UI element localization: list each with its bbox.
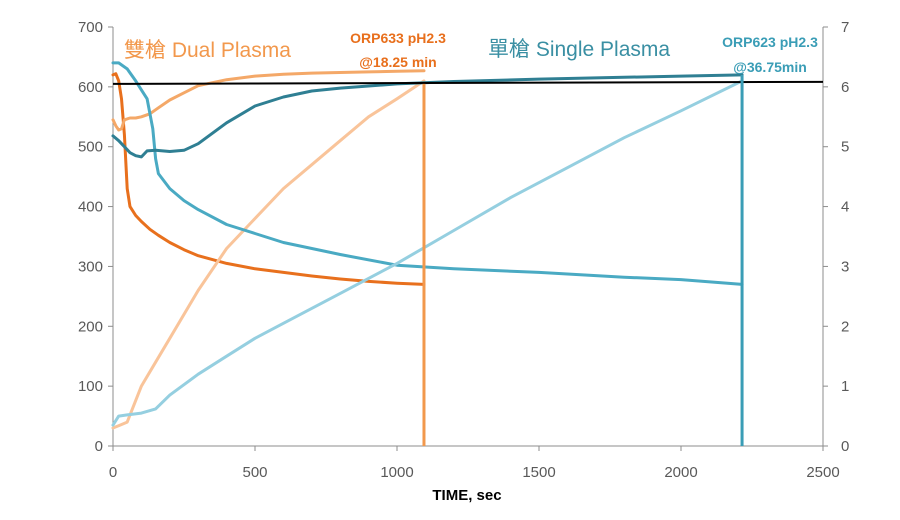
- right-y-tick-label: 4: [841, 199, 849, 216]
- x-tick-label: 1500: [522, 464, 555, 481]
- x-tick-label: 2500: [806, 464, 839, 481]
- dual-orp-line1: ORP633 pH2.3: [350, 30, 446, 46]
- x-axis-title: TIME, sec: [432, 487, 501, 504]
- dual-plasma-title: 雙槍 Dual Plasma: [124, 39, 291, 62]
- right-y-tick-label: 1: [841, 378, 849, 395]
- dual-orp-line2: @18.25 min: [359, 54, 436, 70]
- right-y-tick-label: 6: [841, 79, 849, 96]
- left-y-tick-label: 0: [95, 438, 103, 455]
- left-y-tick-label: 100: [78, 378, 103, 395]
- right-y-tick-label: 5: [841, 139, 849, 156]
- x-tick-label: 2000: [664, 464, 697, 481]
- left-y-tick-label: 600: [78, 79, 103, 96]
- series-line-4: [111, 61, 744, 286]
- series-line-6: [111, 79, 744, 427]
- left-y-tick-label: 700: [78, 19, 103, 36]
- right-y-tick-label: 3: [841, 258, 849, 275]
- single-orp-line1: ORP623 pH2.3: [722, 34, 818, 50]
- series-line-3: [111, 79, 426, 430]
- series-line-5: [111, 73, 744, 159]
- left-y-tick-label: 300: [78, 258, 103, 275]
- right-y-tick-label: 7: [841, 19, 849, 36]
- left-y-tick-label: 500: [78, 139, 103, 156]
- right-y-tick-label: 2: [841, 318, 849, 335]
- reference-horizontal-line: [112, 80, 824, 85]
- x-tick-label: 1000: [380, 464, 413, 481]
- series-line-1: [111, 72, 426, 286]
- series-line-2: [111, 69, 426, 132]
- right-y-tick-label: 0: [841, 438, 849, 455]
- x-tick-label: 500: [242, 464, 267, 481]
- x-tick-label: 0: [109, 464, 117, 481]
- left-y-tick-label: 200: [78, 318, 103, 335]
- single-plasma-title: 單槍 Single Plasma: [488, 38, 670, 61]
- single-orp-line2: @36.75min: [733, 59, 807, 75]
- left-y-tick-label: 400: [78, 199, 103, 216]
